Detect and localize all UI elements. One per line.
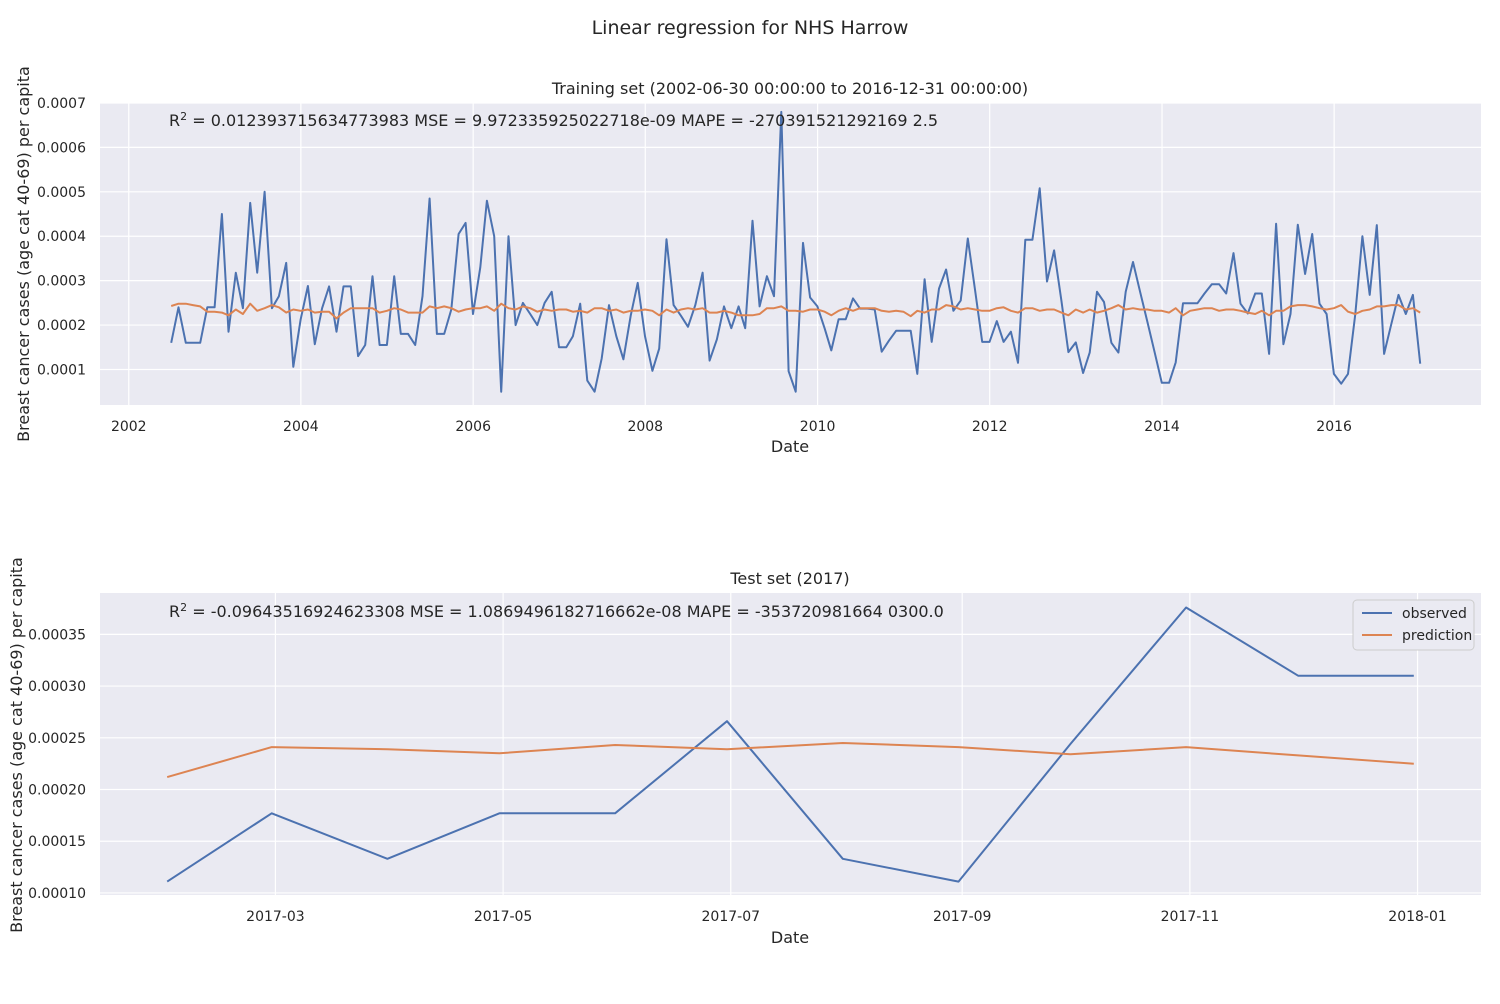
legend-observed-label: observed bbox=[1402, 606, 1467, 622]
test-y-tick-label: 0.00015 bbox=[28, 834, 86, 850]
training-observed-line bbox=[170, 110, 1422, 393]
training-x-tick-label: 2004 bbox=[283, 419, 319, 435]
test-grid bbox=[100, 593, 1481, 895]
training-y-tick-label: 0.0003 bbox=[37, 274, 86, 290]
figure-title: Linear regression for NHS Harrow bbox=[592, 17, 909, 39]
legend: observed prediction bbox=[1352, 599, 1475, 651]
test-x-tick-label: 2017-07 bbox=[702, 909, 761, 925]
training-x-tick-label: 2006 bbox=[455, 419, 491, 435]
training-x-tick-label: 2002 bbox=[111, 419, 147, 435]
test-title: Test set (2017) bbox=[729, 569, 849, 588]
training-x-ticks: 2002 2004 2006 2008 2010 2012 2014 2016 bbox=[111, 419, 1352, 435]
test-y-ticks: 0.00010 0.00015 0.00020 0.00025 0.00030 0.000… bbox=[28, 627, 86, 902]
test-lines bbox=[166, 606, 1414, 883]
training-title: Training set (2002-06-30 00:00:00 to 201… bbox=[551, 79, 1028, 98]
test-y-tick-label: 0.00010 bbox=[28, 886, 86, 902]
legend-prediction-label: prediction bbox=[1402, 628, 1472, 644]
training-x-tick-label: 2010 bbox=[800, 419, 836, 435]
training-y-tick-label: 0.0005 bbox=[37, 185, 86, 201]
test-observed-line bbox=[166, 606, 1414, 883]
test-x-tick-label: 2017-09 bbox=[933, 909, 992, 925]
test-plot-area bbox=[100, 593, 1481, 895]
test-x-tick-label: 2017-11 bbox=[1161, 909, 1220, 925]
training-lines bbox=[170, 110, 1422, 393]
training-x-tick-label: 2008 bbox=[627, 419, 663, 435]
test-prediction-line bbox=[166, 742, 1414, 779]
training-y-ticks: 0.0001 0.0002 0.0003 0.0004 0.0005 0.0006 0.00… bbox=[37, 96, 86, 378]
training-plot-area bbox=[100, 103, 1481, 405]
test-panel: 2017-03 2017-05 2017-07 2017-09 2017-11 2018-… bbox=[7, 557, 1481, 947]
test-x-tick-label: 2018-01 bbox=[1388, 909, 1447, 925]
training-y-axis-label: Breast cancer cases (age cat 40-69) per … bbox=[14, 66, 33, 442]
test-x-tick-label: 2017-03 bbox=[246, 909, 305, 925]
training-y-tick-label: 0.0001 bbox=[37, 362, 86, 378]
test-y-tick-label: 0.00020 bbox=[28, 783, 86, 799]
training-panel: 2002 2004 2006 2008 2010 2012 2014 2016 0.00010… bbox=[14, 66, 1481, 456]
training-x-tick-label: 2012 bbox=[972, 419, 1008, 435]
training-y-tick-label: 0.0006 bbox=[37, 140, 86, 156]
test-y-tick-label: 0.00025 bbox=[28, 731, 86, 747]
test-x-axis-label: Date bbox=[771, 928, 809, 947]
training-y-tick-label: 0.0002 bbox=[37, 318, 86, 334]
test-y-axis-label: Breast cancer cases (age cat 40-69) per … bbox=[7, 557, 26, 933]
test-y-tick-label: 0.00030 bbox=[28, 679, 86, 695]
test-y-tick-label: 0.00035 bbox=[28, 627, 86, 643]
test-x-tick-label: 2017-05 bbox=[474, 909, 533, 925]
training-x-tick-label: 2014 bbox=[1144, 419, 1180, 435]
test-x-ticks: 2017-03 2017-05 2017-07 2017-09 2017-11 2018-… bbox=[246, 909, 1447, 925]
training-x-tick-label: 2016 bbox=[1316, 419, 1352, 435]
training-x-axis-label: Date bbox=[771, 437, 809, 456]
training-prediction-line bbox=[170, 302, 1421, 320]
training-metrics: R2 = 0.012393715634773983 MSE = 9.972335… bbox=[169, 110, 938, 130]
training-y-tick-label: 0.0007 bbox=[37, 96, 86, 112]
test-metrics: R2 = -0.09643516924623308 MSE = 1.086949… bbox=[169, 601, 944, 621]
training-y-tick-label: 0.0004 bbox=[37, 229, 86, 245]
training-grid bbox=[100, 102, 1481, 405]
